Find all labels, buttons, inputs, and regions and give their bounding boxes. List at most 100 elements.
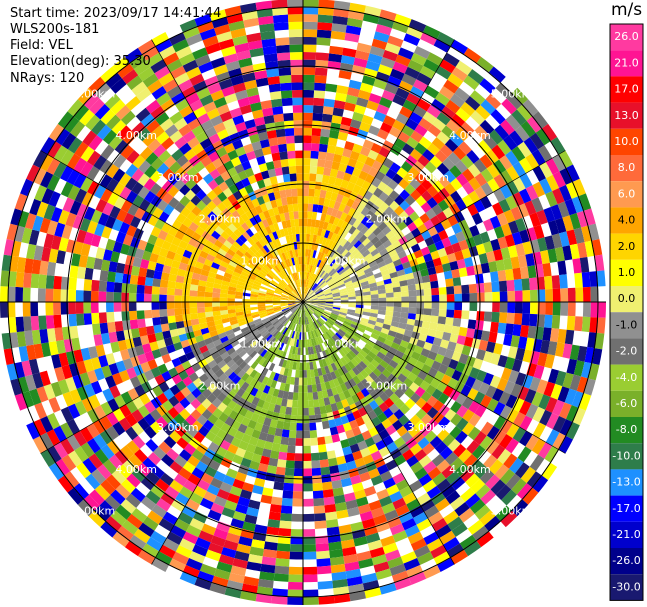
radar-cell: [158, 346, 169, 357]
radar-cell: [293, 289, 299, 297]
radar-cell: [517, 446, 532, 463]
radar-cell: [332, 15, 349, 26]
radar-cell: [303, 135, 312, 144]
radar-cell: [188, 154, 201, 167]
radar-cell: [403, 266, 413, 275]
radar-cell: [178, 354, 189, 364]
radar-cell: [174, 281, 184, 290]
radar-cell: [151, 157, 164, 171]
radar-cell: [557, 386, 570, 403]
radar-cell: [206, 342, 216, 351]
radar-cell: [198, 373, 209, 384]
radar-cell: [216, 327, 226, 335]
radar-cell: [347, 309, 356, 314]
radar-cell: [362, 332, 371, 340]
radar-cell: [564, 388, 577, 406]
radar-cell: [198, 279, 207, 287]
radar-cell: [30, 273, 40, 289]
radar-cell: [330, 286, 339, 292]
radar-cell: [105, 72, 122, 89]
radar-cell: [331, 309, 340, 314]
radar-cell: [492, 429, 507, 445]
radar-cell: [214, 355, 224, 365]
radar-cell: [159, 286, 168, 295]
radar-cell: [303, 286, 305, 295]
radar-cell: [283, 367, 289, 377]
radar-cell: [522, 99, 539, 117]
radar-cell: [287, 581, 303, 590]
radar-cell: [313, 97, 325, 107]
radar-cell: [197, 21, 215, 34]
colorbar-tick-label: -10.0: [612, 449, 640, 462]
radar-cell: [412, 431, 425, 444]
radar-cell: [437, 316, 447, 325]
radar-cell: [134, 248, 145, 259]
radar-cell: [316, 291, 324, 296]
radar-cell: [373, 406, 384, 417]
azimuth-spoke: [151, 301, 304, 565]
radar-cell: [9, 255, 19, 272]
radar-cell: [364, 375, 374, 385]
radar-cell: [371, 38, 388, 50]
radar-cell: [455, 127, 470, 142]
radar-cell: [529, 313, 538, 327]
radar-cell: [242, 521, 256, 532]
radar-cell: [249, 302, 258, 305]
radar-cell: [421, 320, 431, 329]
radar-cell: [117, 339, 128, 352]
radar-cell: [342, 172, 352, 182]
colorbar-swatch: [610, 128, 643, 155]
radar-cell: [99, 500, 116, 516]
radar-cell: [265, 305, 274, 308]
radar-cell: [131, 468, 146, 483]
radar-cell: [378, 402, 389, 413]
radar-cell: [130, 265, 140, 276]
radar-cell: [331, 114, 343, 125]
radar-cell: [344, 453, 355, 463]
radar-cell: [215, 252, 225, 261]
radar-cell: [33, 150, 48, 168]
radar-cell: [551, 315, 561, 329]
radar-cell: [377, 221, 388, 232]
radar-cell: [197, 383, 208, 394]
radar-cell: [273, 222, 280, 232]
radar-cell: [598, 302, 606, 318]
radar-cell: [207, 235, 218, 245]
radar-cell: [340, 415, 350, 425]
radar-cell: [257, 462, 269, 473]
radar-cell: [288, 298, 296, 301]
radar-cell: [551, 233, 563, 249]
radar-cell: [314, 406, 321, 416]
radar-cell: [77, 499, 95, 517]
radar-cell: [194, 13, 212, 27]
radar-cell: [229, 232, 239, 242]
radar-cell: [299, 316, 302, 325]
radar-cell: [588, 363, 600, 381]
radar-cell: [144, 285, 153, 295]
colorbar-tick-label: -6.0: [616, 397, 637, 410]
radar-cell: [555, 370, 567, 387]
radar-cell: [188, 237, 199, 247]
radar-cell: [350, 358, 359, 367]
radar-cell: [480, 394, 492, 409]
radar-cell: [270, 317, 278, 323]
radar-cell: [306, 369, 311, 378]
radar-cell: [455, 361, 466, 373]
radar-cell: [461, 293, 470, 302]
radar-cell: [224, 227, 234, 237]
radar-cell: [114, 321, 124, 332]
colorbar-tick-label: -2.0: [616, 345, 637, 358]
radar-cell: [290, 306, 297, 311]
radar-cell: [574, 272, 583, 288]
radar-cell: [490, 271, 499, 283]
radar-cell: [361, 357, 371, 367]
radar-cell: [321, 262, 328, 271]
radar-cell: [286, 258, 292, 267]
radar-cell: [288, 304, 296, 308]
radar-cell: [17, 376, 30, 394]
radar-cell: [115, 504, 132, 520]
radar-cell: [497, 448, 512, 465]
radar-cell: [407, 313, 417, 320]
radar-cell: [512, 161, 527, 178]
radar-cell: [304, 309, 308, 317]
